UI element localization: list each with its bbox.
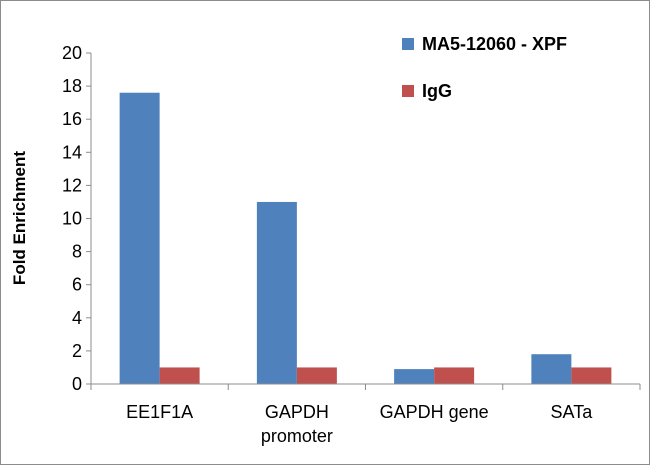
- bar-xpf-3: [531, 354, 572, 384]
- bar-xpf-1: [256, 201, 297, 384]
- legend-swatch: [402, 38, 414, 50]
- x-category-label: promoter: [261, 426, 333, 446]
- y-tick-label: 4: [72, 308, 82, 328]
- y-tick-label: 18: [62, 76, 82, 96]
- y-tick-label: 0: [72, 374, 82, 394]
- bar-igg-0: [159, 367, 200, 384]
- y-tick-label: 12: [62, 175, 82, 195]
- x-axis-labels: EE1F1A GAPDH promoter GAPDH gene SATa: [126, 402, 593, 446]
- x-category-label: GAPDH gene: [380, 402, 489, 422]
- y-tick-label: 20: [62, 43, 82, 63]
- y-tick-label: 14: [62, 142, 82, 162]
- x-category-label: GAPDH: [265, 402, 329, 422]
- bar-igg-3: [571, 367, 612, 384]
- bar-xpf-0: [119, 92, 160, 384]
- x-axis-ticks: [90, 384, 641, 390]
- legend-label: MA5-12060 - XPF: [422, 34, 567, 54]
- x-category-label: SATa: [551, 402, 594, 422]
- y-tick-label: 10: [62, 209, 82, 229]
- y-tick-label: 8: [72, 242, 82, 262]
- legend-label: IgG: [422, 81, 452, 101]
- y-tick-label: 2: [72, 341, 82, 361]
- y-axis-title: Fold Enrichment: [10, 151, 29, 285]
- legend-swatch: [402, 85, 414, 97]
- y-axis-ticks: 0 2 4 6 8 10 12 14 16 18 20: [62, 43, 91, 394]
- bars: [119, 92, 612, 384]
- bar-igg-1: [296, 367, 337, 384]
- bar-igg-2: [434, 367, 475, 384]
- bar-xpf-2: [394, 369, 435, 384]
- legend: MA5-12060 - XPF IgG: [402, 34, 567, 101]
- x-category-label: EE1F1A: [126, 402, 193, 422]
- y-tick-label: 16: [62, 109, 82, 129]
- y-tick-label: 6: [72, 275, 82, 295]
